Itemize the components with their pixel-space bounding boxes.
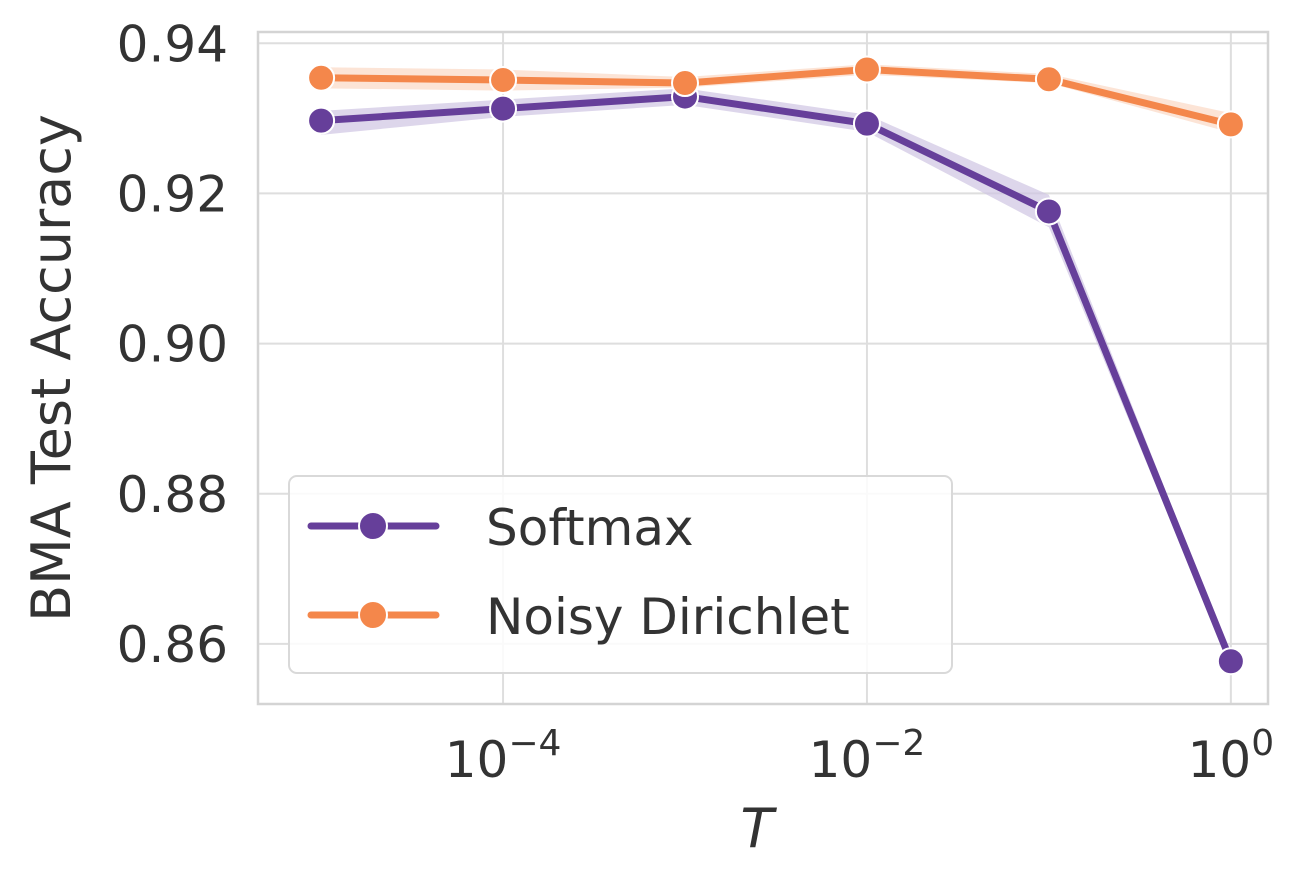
point-noisy-dirichlet [671, 69, 700, 98]
line-softmax [317, 93, 1235, 665]
x-tick-label: 10−2 [809, 723, 926, 789]
legend-label-softmax: Softmax [486, 499, 694, 557]
x-tick-label: 10−4 [445, 723, 562, 789]
plot-frame [256, 30, 1270, 706]
y-tick-label: 0.92 [117, 165, 228, 223]
x-axis-label: T [741, 797, 778, 860]
y-tick-label: 0.86 [117, 616, 228, 674]
line-noisy-dirichlet [317, 66, 1235, 128]
point-softmax [489, 94, 518, 123]
legend-marker-softmax [358, 511, 388, 541]
legend-entry-noisy-dirichlet: Noisy Dirichlet [307, 588, 850, 646]
legend-marker-noisy-dirichlet [358, 600, 388, 630]
point-noisy-dirichlet [852, 55, 881, 84]
point-noisy-dirichlet [1216, 110, 1245, 139]
series-lines [317, 66, 1235, 665]
y-tick-label: 0.94 [117, 15, 228, 73]
legend: Softmax Noisy Dirichlet [288, 475, 953, 674]
point-softmax [1034, 197, 1063, 226]
x-tick-labels: 10−4 10−2 100 [445, 723, 1274, 789]
series-points [307, 55, 1245, 676]
legend-entry-softmax: Softmax [307, 499, 694, 557]
point-softmax [307, 106, 336, 135]
y-tick-label: 0.88 [117, 466, 228, 524]
point-softmax [1216, 647, 1245, 676]
point-noisy-dirichlet [307, 63, 336, 92]
y-tick-labels: 0.86 0.88 0.90 0.92 0.94 [117, 15, 228, 674]
point-noisy-dirichlet [489, 66, 518, 95]
x-tick-label: 100 [1188, 723, 1275, 789]
point-noisy-dirichlet [1034, 65, 1063, 94]
y-axis-label: BMA Test Accuracy [20, 114, 83, 622]
legend-box [288, 475, 953, 674]
y-tick-label: 0.90 [117, 316, 228, 374]
point-softmax [852, 109, 881, 138]
legend-label-noisy-dirichlet: Noisy Dirichlet [486, 588, 850, 646]
